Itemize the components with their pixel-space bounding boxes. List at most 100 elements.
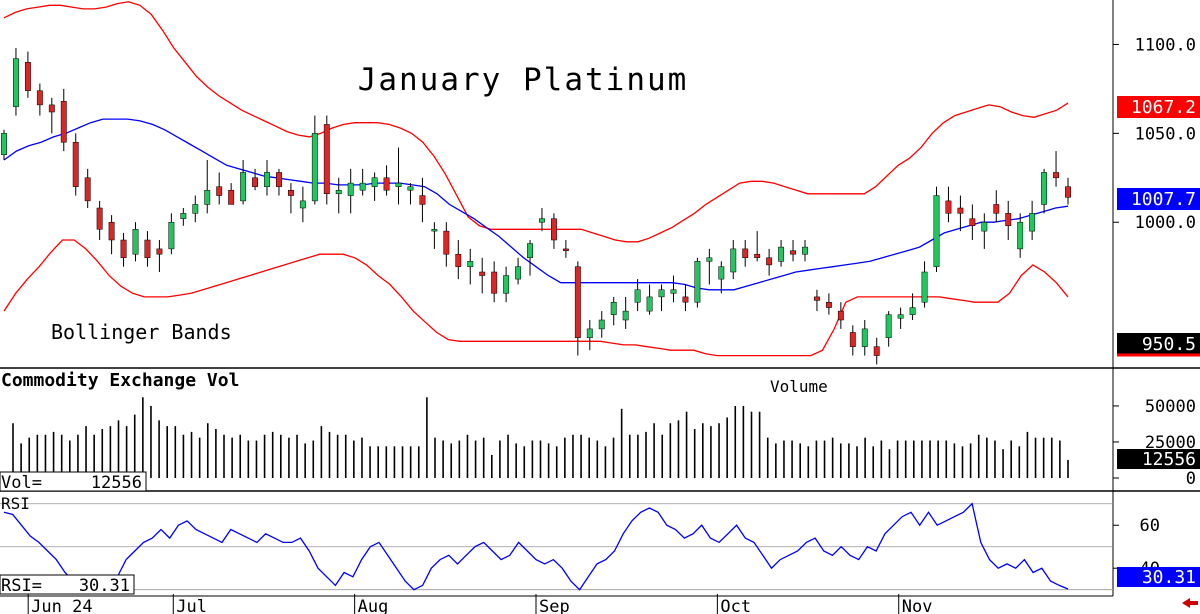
candle <box>276 168 282 196</box>
candle <box>802 240 808 262</box>
price-tick-label: 1050.0 <box>1135 124 1196 144</box>
candle <box>574 261 581 356</box>
candle <box>323 115 330 205</box>
candle <box>766 248 773 276</box>
candle <box>311 115 318 205</box>
candle <box>646 284 653 315</box>
candle <box>993 190 1000 223</box>
indicator-annotation: Bollinger Bands <box>51 320 232 344</box>
candle <box>371 172 378 201</box>
price-panel: January Platinum Bollinger Bands 1100.0 1… <box>1 1 1200 365</box>
candle <box>754 231 761 262</box>
candle <box>240 160 247 205</box>
volume-value-tag: 12556 <box>1117 449 1200 470</box>
candle <box>610 296 617 326</box>
candle <box>969 204 976 240</box>
candle <box>132 222 139 262</box>
x-tick-label: Jul <box>176 597 207 614</box>
volume-readout: Vol= 12556 <box>0 471 147 493</box>
rsi-value-tag: 30.31 <box>1117 567 1200 588</box>
candle <box>730 240 737 280</box>
candle <box>13 48 19 116</box>
candle <box>933 186 940 272</box>
svg-text:1007.7: 1007.7 <box>1131 189 1196 210</box>
candle <box>778 240 785 267</box>
candle <box>407 183 414 205</box>
candle <box>694 257 701 308</box>
candle <box>84 168 91 208</box>
candle <box>981 213 988 249</box>
upper-band-price-tag: 1067.2 <box>1117 96 1200 118</box>
svg-text:12556: 12556 <box>91 473 142 493</box>
candle <box>467 248 474 285</box>
candle <box>72 133 79 196</box>
candle <box>455 240 462 280</box>
volume-tick-label: 25000 <box>1145 433 1196 453</box>
x-tick-label: Sep <box>539 597 570 614</box>
candle <box>957 195 964 232</box>
candle <box>1005 200 1012 240</box>
volume-tick-label: 50000 <box>1145 397 1196 417</box>
rsi-tick-label: 60 <box>1140 516 1160 536</box>
candle <box>598 311 605 338</box>
candle <box>347 168 354 214</box>
candle <box>909 293 916 320</box>
svg-text:30.31: 30.31 <box>79 576 130 596</box>
candle <box>837 302 844 329</box>
candle <box>264 160 270 196</box>
candle <box>252 168 258 191</box>
price-tick-label: 1000.0 <box>1135 213 1196 233</box>
rsi-line <box>3 502 1069 591</box>
candle <box>634 279 641 312</box>
candle <box>873 337 880 365</box>
volume-tick-label: 0 <box>1186 469 1196 489</box>
candle <box>885 311 892 347</box>
price-tick-label: 1100.0 <box>1135 35 1196 55</box>
candle <box>216 172 223 205</box>
candle <box>921 261 928 308</box>
candle <box>1 129 7 160</box>
candle <box>586 320 593 351</box>
candle <box>192 195 199 223</box>
candle <box>945 186 952 223</box>
candle <box>479 257 486 294</box>
candle <box>562 240 569 258</box>
candle <box>658 284 665 312</box>
rsi-panel-title: RSI <box>1 494 30 513</box>
candle <box>861 320 868 356</box>
candle <box>670 275 677 303</box>
candle <box>96 200 103 240</box>
candle <box>622 296 629 329</box>
rsi-panel: RSI 6040 30.31 RSI= 30.31 <box>0 494 1200 596</box>
svg-text:1067.2: 1067.2 <box>1131 97 1196 118</box>
candle <box>491 261 498 303</box>
candle <box>1017 213 1024 258</box>
svg-text:RSI=: RSI= <box>1 576 42 596</box>
candle <box>335 177 342 214</box>
candle <box>431 222 438 249</box>
candle <box>1065 177 1071 205</box>
candle <box>550 213 557 249</box>
x-axis: Jun 24 Jul Aug Sep Oct Nov <box>27 594 932 614</box>
upper-bollinger-band <box>3 1 1069 243</box>
candle <box>36 83 43 116</box>
candle <box>24 51 31 98</box>
lower-bollinger-band <box>3 239 1069 357</box>
svg-text:30.31: 30.31 <box>1142 567 1196 588</box>
svg-text:950.5: 950.5 <box>1142 334 1196 355</box>
candle <box>395 147 402 205</box>
candle <box>156 240 163 272</box>
candle <box>383 165 390 196</box>
candle <box>825 293 832 315</box>
candle <box>108 215 115 255</box>
candle <box>897 307 904 329</box>
last-price-tag: 950.5 <box>1117 333 1200 357</box>
candle <box>419 177 426 223</box>
candle <box>682 284 689 312</box>
volume-panel-title: Commodity Exchange Vol <box>1 370 239 391</box>
x-tick-label: Aug <box>358 597 389 614</box>
candle <box>814 289 820 312</box>
candle <box>742 240 749 267</box>
scroll-left-arrow-icon[interactable] <box>1182 598 1198 608</box>
